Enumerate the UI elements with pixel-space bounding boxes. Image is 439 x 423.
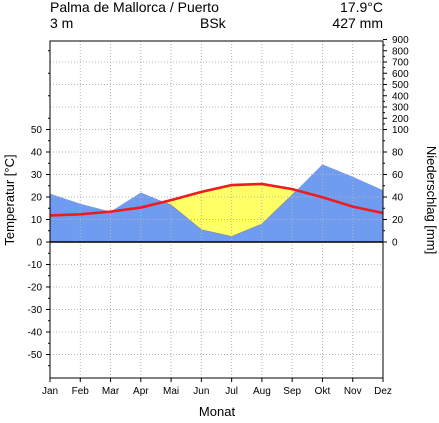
precipitation-area (50, 164, 383, 242)
month-label: Mar (102, 386, 120, 397)
month-label: Aug (253, 386, 271, 397)
temperature-tick-label: -20 (28, 283, 43, 294)
precipitation-tick-label: 100 (392, 125, 409, 136)
y-axis-label-right: Niederschlag [mm] (424, 146, 439, 254)
temperature-tick-label: 10 (31, 215, 43, 226)
climate-class: BSk (200, 15, 227, 31)
precipitation-tick-label: 600 (392, 69, 409, 80)
temperature-tick-label: -40 (28, 328, 43, 339)
temperature-tick-label: -30 (28, 305, 43, 316)
month-label: Feb (72, 386, 90, 397)
temperature-tick-label: 30 (31, 170, 43, 181)
precipitation-tick-label: 80 (392, 148, 404, 159)
precipitation-tick-label: 500 (392, 80, 409, 91)
precipitation-tick-label: 400 (392, 91, 409, 102)
month-label: Jul (225, 386, 238, 397)
temperature-tick-label: -50 (28, 350, 43, 361)
month-label: Okt (315, 386, 331, 397)
temperature-tick-label: 50 (31, 125, 43, 136)
plot-frame (49, 40, 384, 379)
precipitation-tick-label: 60 (392, 170, 404, 181)
station-elevation: 3 m (50, 15, 73, 31)
precipitation-tick-label: 0 (392, 238, 398, 249)
month-label: Nov (344, 386, 362, 397)
annual-precipitation: 427 mm (332, 15, 383, 31)
mean-temperature: 17.9°C (340, 0, 383, 15)
month-label: Jan (42, 386, 58, 397)
station-name: Palma de Mallorca / Puerto (50, 0, 219, 15)
temperature-tick-label: -10 (28, 260, 43, 271)
x-axis-label: Monat (199, 404, 236, 418)
temperature-tick-label: 0 (36, 238, 42, 249)
y-axis-label-left: Temperatur [°C] (2, 154, 17, 245)
plot-area: 50403020100-10-20-30-40-5090080070060050… (28, 35, 410, 397)
precipitation-tick-label: 20 (392, 215, 404, 226)
temperature-tick-label: 40 (31, 148, 43, 159)
month-label: Apr (133, 386, 149, 397)
precipitation-tick-label: 800 (392, 46, 409, 57)
month-label: Sep (283, 386, 301, 397)
precipitation-tick-label: 200 (392, 114, 409, 125)
temperature-line (49, 182, 384, 217)
precipitation-tick-label: 900 (392, 35, 409, 46)
month-label: Dez (374, 386, 392, 397)
precipitation-tick-label: 300 (392, 103, 409, 114)
grid (50, 41, 383, 378)
month-label: Mai (163, 386, 179, 397)
temperature-tick-label: 20 (31, 193, 43, 204)
precipitation-tick-label: 700 (392, 58, 409, 69)
header: Palma de Mallorca / Puerto 3 m BSk 17.9°… (50, 0, 383, 31)
month-label: Jun (193, 386, 209, 397)
precipitation-tick-label: 40 (392, 193, 404, 204)
